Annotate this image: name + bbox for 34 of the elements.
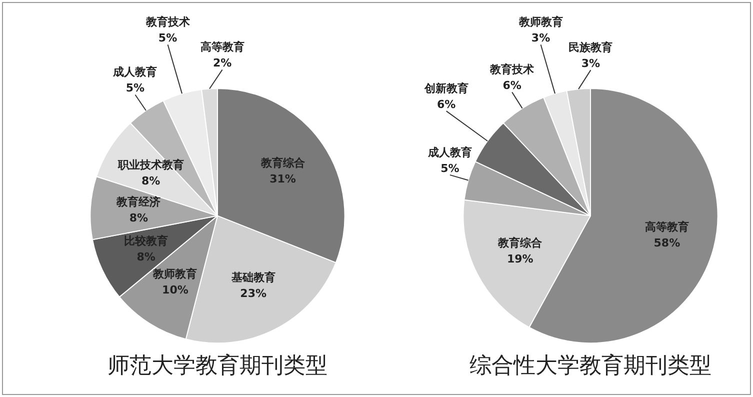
- slice-label: 职业技术教育: [116, 158, 184, 172]
- data-label: 23%: [240, 286, 267, 300]
- slice-label: 教育综合: [497, 236, 544, 250]
- text: 综合性大学教育期刊类型: [470, 352, 712, 379]
- data-label: 5%: [440, 162, 460, 175]
- data-label: 58%: [654, 236, 680, 250]
- data-label: 8%: [129, 212, 148, 225]
- data-label: 5%: [126, 82, 145, 95]
- slice-label: 创新教育: [423, 82, 468, 95]
- slice-label: 教育经济: [116, 196, 161, 209]
- slice-label: 教育综合: [260, 156, 306, 170]
- text: 师范大学教育期刊类型: [108, 352, 328, 379]
- data-label: 6%: [502, 79, 522, 92]
- data-label: 19%: [507, 252, 534, 266]
- data-label: 3%: [581, 56, 600, 70]
- slice-label: 民族教育: [568, 40, 613, 54]
- slice-label: 教师教育: [518, 16, 563, 29]
- slice-label: 成人教育: [426, 146, 472, 159]
- slice-label: 高等教育: [200, 40, 244, 54]
- data-label: 10%: [162, 283, 188, 296]
- slice-label: 比较教育: [124, 234, 168, 248]
- data-label: 31%: [270, 172, 296, 186]
- data-label: 8%: [136, 250, 156, 264]
- slice-label: 基础教育: [230, 270, 276, 284]
- slice-label: 教育技术: [144, 16, 190, 29]
- slice-label: 高等教育: [644, 220, 689, 234]
- slice-label: 教育技术: [489, 63, 534, 76]
- data-label: 2%: [212, 56, 232, 70]
- data-label: 8%: [142, 174, 160, 188]
- slice-label: 成人教育: [112, 66, 158, 79]
- data-label: 6%: [436, 98, 456, 111]
- slice-label: 教师教育: [152, 267, 198, 280]
- data-label: 5%: [158, 32, 178, 45]
- data-label: 3%: [531, 32, 550, 45]
